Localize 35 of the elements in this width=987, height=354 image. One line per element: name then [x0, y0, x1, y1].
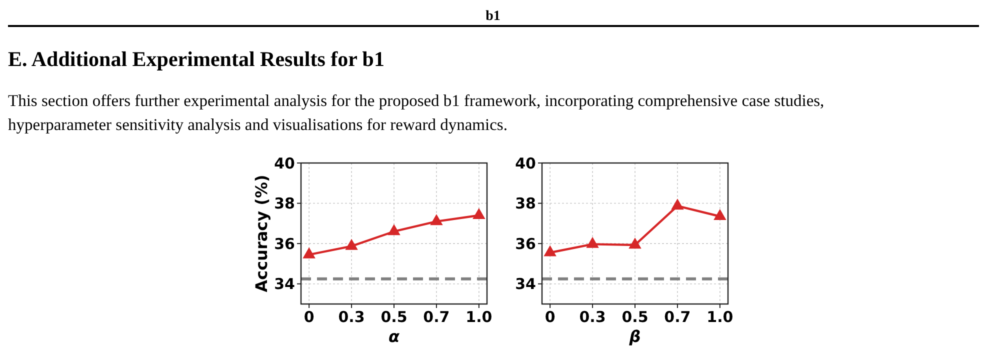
x-tick-label: 0.7	[664, 308, 691, 326]
x-axis-title: α	[388, 327, 400, 346]
point	[586, 236, 599, 248]
x-tick-label: 0	[304, 308, 314, 326]
x-tick-label: 1.0	[466, 308, 492, 326]
text: E. Additional Experimental Results for b1	[8, 47, 384, 71]
text: hyperparameter sensitivity analysis and visualisations for reward dynamics.	[8, 115, 508, 134]
point	[671, 198, 684, 210]
point	[544, 245, 556, 256]
point	[628, 238, 642, 249]
text: b1	[486, 9, 500, 24]
x-tick-label: 0.3	[579, 308, 606, 326]
y-tick-label: 38	[274, 194, 295, 213]
y-tick-label: 36	[515, 234, 536, 253]
x-tick-label: 0.5	[380, 308, 408, 326]
y-tick-label: 34	[274, 275, 295, 294]
x-tick-label: 0.7	[423, 308, 450, 326]
point	[302, 247, 316, 258]
x-tick-label: 0.3	[338, 308, 365, 326]
point	[430, 214, 443, 226]
x-tick-label: 0.5	[622, 308, 648, 326]
y-tick-label: 34	[515, 275, 536, 294]
point	[714, 209, 726, 220]
point	[472, 208, 486, 220]
y-axis-title: Accuracy (%)	[252, 174, 271, 292]
x-tick-label: 0	[544, 308, 556, 326]
y-tick-label: 36	[274, 234, 295, 253]
point	[388, 224, 400, 236]
y-tick-label: 40	[274, 154, 295, 172]
x-tick-label: 1.0	[706, 308, 734, 326]
point	[345, 238, 358, 250]
x-axis-title: β	[628, 327, 641, 346]
text: This section offers further experimental analysis for the proposed b1 framework, incorporating comprehensive case studies,	[8, 91, 824, 110]
y-tick-label: 40	[515, 154, 536, 172]
y-tick-label: 38	[515, 194, 536, 213]
